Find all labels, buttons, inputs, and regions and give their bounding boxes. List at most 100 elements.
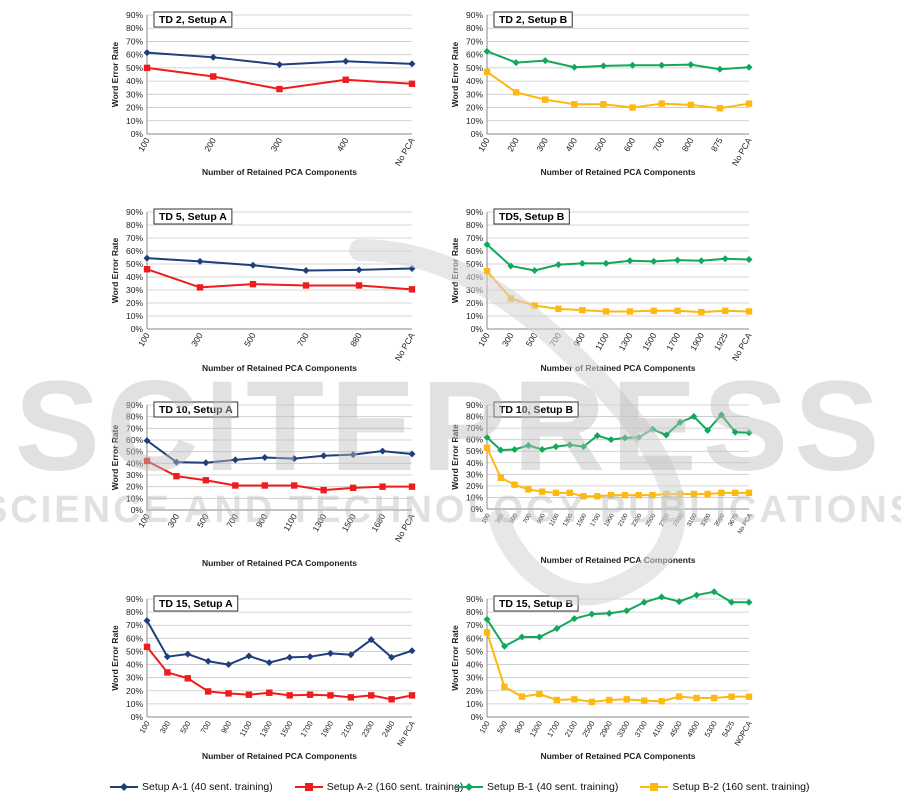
- data-point: [172, 458, 180, 466]
- x-tick-label: 3500: [713, 512, 726, 528]
- chart-title-box: [493, 11, 573, 28]
- y-tick-label: 40%: [126, 272, 143, 282]
- data-point: [658, 698, 665, 705]
- x-tick-label: 4100: [650, 720, 666, 739]
- y-tick-label: 90%: [126, 207, 143, 217]
- data-point: [347, 651, 355, 659]
- y-tick-label: 50%: [466, 646, 483, 656]
- data-point: [143, 457, 151, 465]
- x-tick-label: 2500: [644, 512, 657, 528]
- x-tick-label: No PCA: [730, 136, 754, 168]
- data-point: [355, 266, 363, 274]
- chart-title-box: [153, 11, 233, 28]
- y-tick-label: 40%: [126, 660, 143, 670]
- data-point: [607, 436, 615, 444]
- x-tick-label: No PCA: [730, 331, 754, 363]
- data-point: [721, 255, 729, 263]
- legend-item-setup-a-2: Setup A-2 (160 sent. training): [294, 781, 463, 793]
- y-tick-label: 30%: [466, 673, 483, 683]
- chart-title-text: TD 15, Setup A: [159, 598, 233, 610]
- x-tick-label: 200: [505, 136, 521, 154]
- series-line: [146, 268, 413, 291]
- data-point: [355, 282, 363, 289]
- data-point: [202, 477, 210, 484]
- y-tick-label: 20%: [466, 298, 483, 308]
- data-point: [629, 61, 637, 69]
- data-point: [483, 629, 491, 636]
- chart-panel: 0%10%20%30%40%50%60%70%80%90%100 300 500 70…: [450, 207, 754, 373]
- data-point: [349, 451, 357, 459]
- data-point: [552, 443, 560, 451]
- data-point: [621, 434, 629, 442]
- y-tick-label: 10%: [466, 492, 483, 502]
- x-tick-label: 1100: [548, 512, 561, 528]
- y-tick-label: 90%: [126, 594, 143, 604]
- legend-label: Setup B-1 (40 sent. training): [487, 781, 619, 793]
- data-point: [276, 61, 283, 69]
- x-tick-label: 700: [224, 512, 240, 530]
- y-tick-label: 40%: [466, 458, 483, 468]
- x-tick-label: 1300: [310, 512, 328, 534]
- y-axis-label: Word Error Rate: [450, 41, 460, 107]
- y-tick-label: 0%: [471, 129, 484, 139]
- x-tick-label: 875: [709, 136, 725, 154]
- chart-title-box: [153, 401, 239, 418]
- x-tick-label: 5425: [720, 720, 736, 739]
- x-tick-label: 1925: [712, 331, 730, 353]
- x-tick-label: 1500: [575, 512, 588, 528]
- chart-title: TD 2, Setup A: [153, 11, 233, 28]
- x-tick-label: 4500: [668, 720, 684, 739]
- square-marker-icon: [294, 783, 323, 791]
- data-point: [507, 295, 515, 302]
- data-point: [693, 591, 701, 599]
- x-tick-label: 300: [189, 331, 205, 349]
- data-point: [286, 692, 293, 699]
- y-tick-label: 90%: [126, 400, 143, 410]
- y-tick-label: 60%: [126, 435, 143, 445]
- data-point: [623, 696, 630, 703]
- data-point: [658, 593, 666, 601]
- data-point: [745, 598, 753, 606]
- x-tick-label: 1300: [258, 720, 274, 739]
- y-axis-label: Word Error Rate: [110, 625, 120, 691]
- data-point: [349, 484, 357, 492]
- data-point: [143, 437, 151, 445]
- data-point: [635, 491, 642, 499]
- y-tick-label: 0%: [131, 129, 144, 139]
- y-tick-label: 80%: [466, 220, 483, 230]
- x-tick-label: 500: [242, 331, 258, 349]
- x-tick-label: 300: [165, 512, 181, 530]
- x-tick-label: 1700: [545, 720, 561, 739]
- data-point: [196, 257, 204, 265]
- y-tick-label: 10%: [126, 699, 143, 709]
- data-point: [690, 413, 698, 421]
- chart-title-text: TD 10, Setup B: [499, 404, 574, 416]
- x-tick-label: 700: [199, 720, 213, 735]
- data-point: [497, 474, 504, 481]
- y-tick-label: 50%: [126, 447, 143, 457]
- data-point: [163, 653, 171, 661]
- data-point: [716, 105, 724, 112]
- x-tick-label: 600: [622, 136, 638, 154]
- data-point: [518, 693, 526, 700]
- y-tick-label: 50%: [126, 259, 143, 269]
- x-tick-label: 2700: [658, 512, 671, 528]
- x-tick-label: 200: [202, 136, 218, 154]
- y-tick-label: 50%: [126, 646, 143, 656]
- x-tick-label: 500: [508, 512, 520, 525]
- y-tick-label: 70%: [126, 36, 143, 46]
- chart-title: TD 15, Setup B: [493, 595, 579, 612]
- data-point: [286, 653, 294, 661]
- data-point: [676, 490, 684, 498]
- y-tick-label: 90%: [126, 10, 143, 20]
- chart-title-text: TD 15, Setup B: [499, 598, 574, 610]
- y-tick-label: 10%: [466, 116, 483, 126]
- data-point: [483, 615, 491, 623]
- chart-title-box: [153, 595, 239, 612]
- y-tick-label: 30%: [126, 470, 143, 480]
- data-point: [745, 255, 753, 263]
- data-point: [578, 259, 586, 267]
- data-point: [553, 625, 561, 632]
- x-tick-label: 2480: [380, 720, 396, 739]
- chart-title: TD 15, Setup A: [153, 595, 239, 612]
